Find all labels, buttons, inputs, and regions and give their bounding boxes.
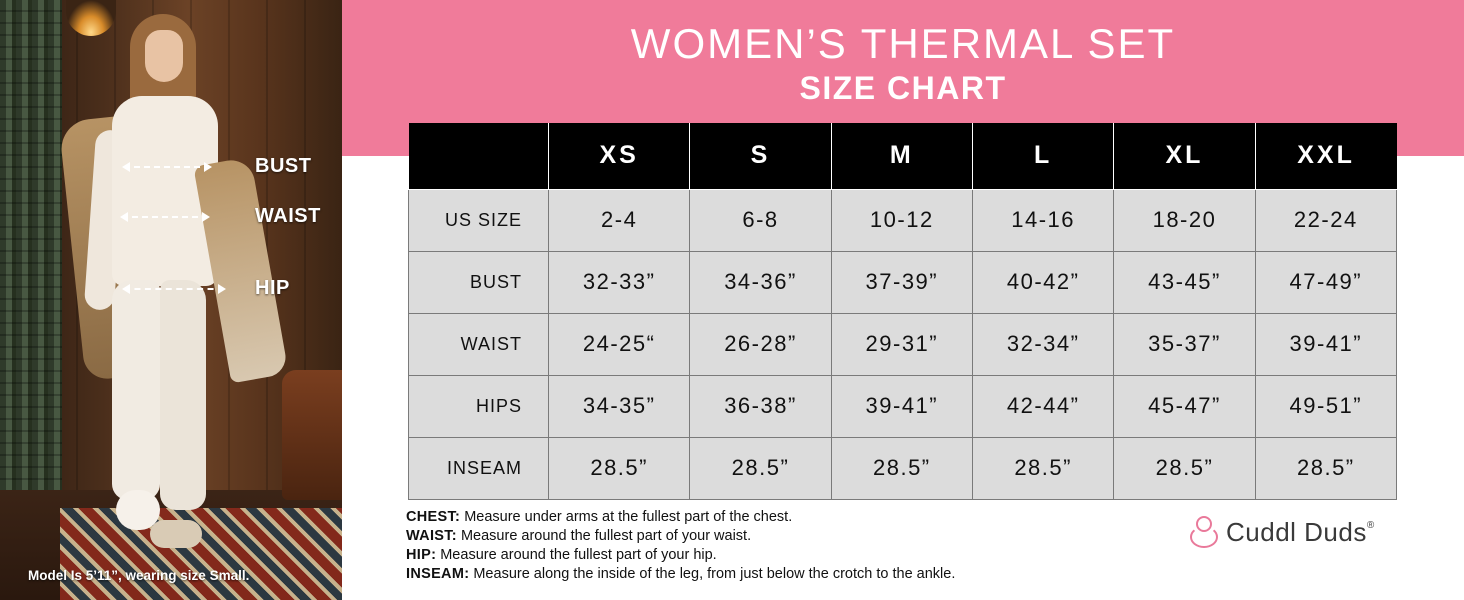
table-cell: 29-31” [830, 312, 973, 376]
table-cell: 39-41” [830, 374, 973, 438]
cuddl-duds-logo-icon [1190, 514, 1220, 550]
header-cell-m: M [830, 123, 973, 190]
header-cell-xs: XS [547, 123, 691, 190]
table-cell: 32-34” [971, 312, 1115, 376]
table-cell: 39-41” [1254, 312, 1398, 376]
patterned-rug [60, 508, 342, 600]
bust-label: BUST [255, 155, 312, 177]
row-label: HIPS [408, 374, 549, 438]
measurement-notes: CHEST: Measure under arms at the fullest… [406, 508, 955, 584]
bust-measure-arrow [122, 162, 212, 172]
waist-label: WAIST [255, 205, 321, 227]
table-cell: 2-4 [547, 188, 691, 252]
brand-logo: Cuddl Duds ® [1190, 512, 1410, 552]
header-cell-xl: XL [1113, 123, 1256, 190]
table-cell: 14-16 [971, 188, 1115, 252]
table-cell: 35-37” [1113, 312, 1256, 376]
row-label: US SIZE [408, 188, 549, 252]
row-label: INSEAM [408, 436, 549, 500]
model-photo: BUST WAIST HIP Model Is 5’11”, wearing s… [0, 0, 342, 600]
table-cell: 37-39” [830, 250, 973, 314]
hip-measure-arrow [122, 284, 226, 294]
header-cell-empty [408, 123, 549, 190]
brand-name: Cuddl Duds [1226, 516, 1367, 547]
note-hip: HIP: Measure around the fullest part of … [406, 547, 717, 563]
waist-measure-arrow [120, 212, 210, 222]
table-cell: 24-25“ [547, 312, 691, 376]
table-cell: 26-28” [689, 312, 832, 376]
page-subtitle: SIZE CHART [799, 70, 1007, 106]
table-cell: 49-51” [1254, 374, 1398, 438]
row-label: WAIST [408, 312, 549, 376]
table-cell: 28.5” [689, 436, 832, 500]
size-chart-table: XS S M L XL XXL US SIZE 2-4 6-8 10-12 14… [408, 123, 1398, 500]
note-inseam: INSEAM: Measure along the inside of the … [406, 566, 956, 582]
table-cell: 34-36” [689, 250, 832, 314]
table-row-hips: HIPS 34-35” 36-38” 39-41” 42-44” 45-47” … [408, 374, 1398, 438]
table-cell: 28.5” [1113, 436, 1256, 500]
table-cell: 43-45” [1113, 250, 1256, 314]
table-cell: 28.5” [1254, 436, 1398, 500]
table-cell: 32-33” [547, 250, 691, 314]
note-waist: WAIST: Measure around the fullest part o… [406, 528, 752, 544]
model-figure [0, 0, 342, 600]
leather-chair [282, 370, 342, 500]
table-row-bust: BUST 32-33” 34-36” 37-39” 40-42” 43-45” … [408, 250, 1398, 314]
table-cell: 18-20 [1113, 188, 1256, 252]
registered-mark: ® [1366, 520, 1375, 531]
table-cell: 34-35” [547, 374, 691, 438]
table-cell: 6-8 [689, 188, 832, 252]
header-cell-l: L [971, 123, 1115, 190]
table-row-inseam: INSEAM 28.5” 28.5” 28.5” 28.5” 28.5” 28.… [408, 436, 1398, 500]
table-cell: 10-12 [830, 188, 973, 252]
hip-label: HIP [255, 277, 290, 299]
table-cell: 47-49” [1254, 250, 1398, 314]
page-title: WOMEN’S THERMAL SET [630, 20, 1176, 67]
header-cell-s: S [689, 123, 832, 190]
table-cell: 36-38” [689, 374, 832, 438]
table-cell: 28.5” [971, 436, 1115, 500]
table-cell: 42-44” [971, 374, 1115, 438]
table-cell: 22-24 [1254, 188, 1398, 252]
model-caption: Model Is 5’11”, wearing size Small. [28, 568, 250, 583]
note-chest: CHEST: Measure under arms at the fullest… [406, 509, 793, 525]
table-cell: 28.5” [547, 436, 691, 500]
header-cell-xxl: XXL [1254, 123, 1397, 190]
row-label: BUST [408, 250, 549, 314]
table-row-waist: WAIST 24-25“ 26-28” 29-31” 32-34” 35-37”… [408, 312, 1398, 376]
table-cell: 45-47” [1113, 374, 1256, 438]
table-row-us-size: US SIZE 2-4 6-8 10-12 14-16 18-20 22-24 [408, 188, 1398, 252]
table-cell: 28.5” [830, 436, 973, 500]
table-cell: 40-42” [971, 250, 1115, 314]
table-header-row: XS S M L XL XXL [408, 123, 1397, 190]
